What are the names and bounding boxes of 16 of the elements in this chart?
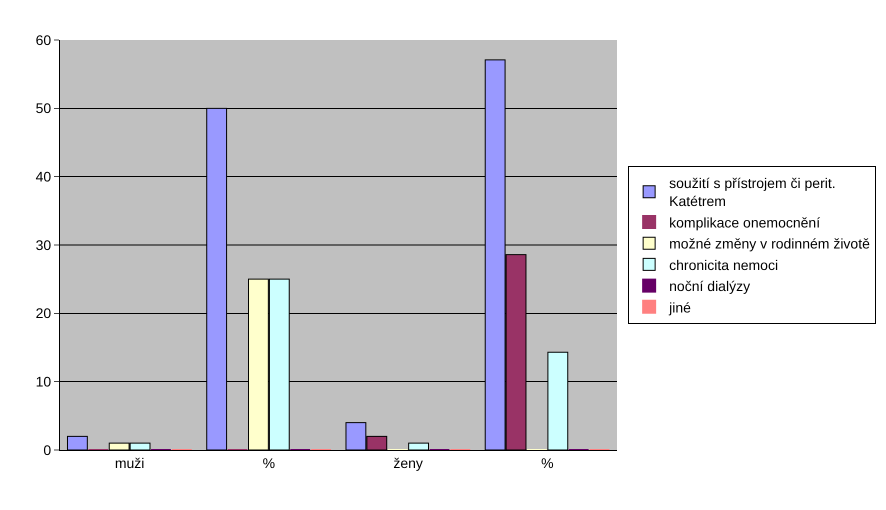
y-tick-label: 0	[43, 442, 52, 458]
y-tick-label: 60	[36, 32, 52, 48]
y-tick-label: 30	[36, 236, 52, 253]
legend-label: chronicita nemoci	[669, 256, 778, 273]
y-tick-label: 50	[36, 100, 52, 116]
y-tick-label: 40	[36, 168, 52, 185]
y-tick-label: 20	[36, 305, 52, 322]
x-tick-label: ženy	[393, 454, 423, 471]
legend-label: možné změny v rodinném životě	[669, 236, 870, 252]
x-tick-label: %	[541, 454, 554, 471]
legend-label: komplikace onemocnění	[669, 214, 820, 230]
x-tick-label: muži	[114, 454, 144, 471]
legend-label: noční dialýzy	[669, 278, 750, 294]
legend-label: jiné	[668, 299, 692, 316]
y-tick-label: 10	[36, 374, 52, 390]
x-tick-label: %	[262, 454, 276, 471]
